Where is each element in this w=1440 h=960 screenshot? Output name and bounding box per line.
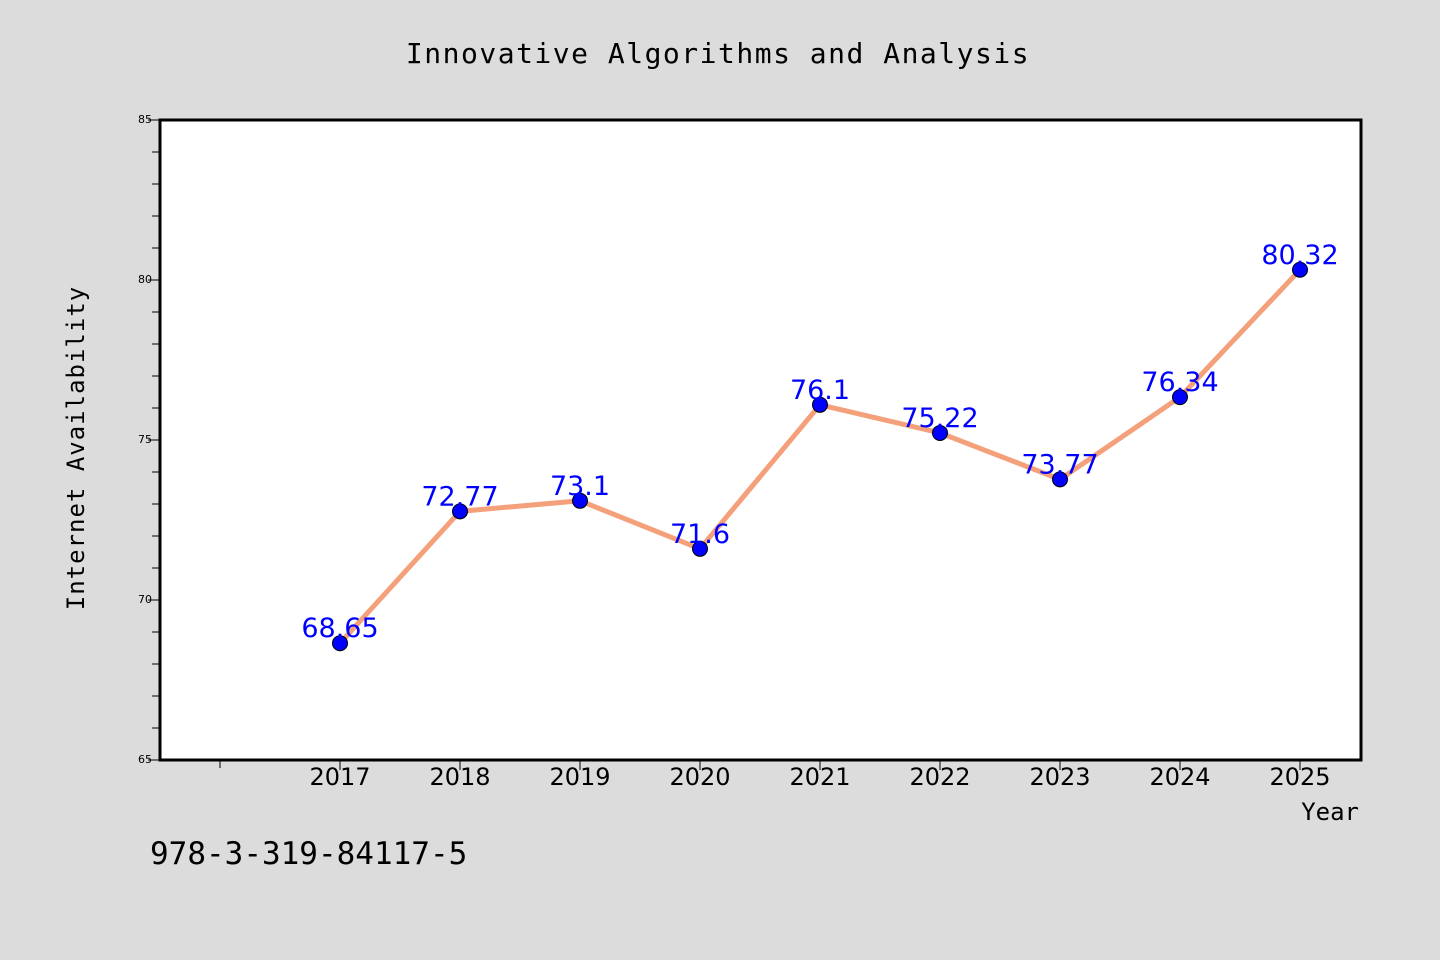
x-axis-label: Year bbox=[1301, 798, 1359, 826]
x-tick-label: 2025 bbox=[1269, 763, 1330, 791]
plot-area bbox=[158, 118, 1363, 762]
x-tick-label: 2020 bbox=[669, 763, 730, 791]
data-point-marker bbox=[332, 635, 348, 652]
data-value-label: 76.1 bbox=[790, 375, 850, 406]
data-value-label: 71.6 bbox=[670, 519, 730, 550]
isbn-annotation: 978-3-319-84117-5 bbox=[150, 836, 467, 872]
data-point-marker bbox=[1292, 261, 1308, 278]
data-value-label: 73.1 bbox=[550, 471, 610, 502]
x-tick-label: 2022 bbox=[909, 763, 970, 791]
y-axis-label: Internet Availability bbox=[62, 286, 90, 610]
data-value-label: 68.65 bbox=[301, 613, 378, 644]
y-tick-label: 80 bbox=[138, 273, 152, 286]
x-tick-label: 2019 bbox=[549, 763, 610, 791]
data-value-label: 80.32 bbox=[1261, 240, 1338, 271]
x-tick-label: 2024 bbox=[1149, 763, 1210, 791]
data-value-label: 75.22 bbox=[901, 403, 978, 434]
data-point-marker bbox=[452, 503, 468, 520]
y-tick-label: 85 bbox=[138, 113, 152, 126]
data-point-marker bbox=[932, 424, 948, 441]
data-point-marker bbox=[1052, 471, 1068, 488]
y-tick-label: 65 bbox=[138, 753, 152, 766]
chart-title: Innovative Algorithms and Analysis bbox=[406, 37, 1030, 70]
y-tick-label: 75 bbox=[138, 433, 152, 446]
axis-ticks: 65 70 75 80 85 2017 2018 2019 2020 2021 2022 2023 20… bbox=[138, 113, 1331, 791]
data-value-label: 76.34 bbox=[1141, 367, 1218, 398]
data-value-label: 73.77 bbox=[1021, 449, 1098, 480]
data-labels: 68.65 72.77 73.1 71.6 76.1 75.22 73.77 76.34 80.… bbox=[301, 240, 1338, 644]
y-tick-label: 70 bbox=[138, 593, 152, 606]
data-point-marker bbox=[572, 492, 588, 509]
x-tick-label: 2017 bbox=[309, 763, 370, 791]
data-point-marker bbox=[812, 396, 828, 413]
data-value-label: 72.77 bbox=[421, 481, 498, 512]
data-point-marker bbox=[692, 540, 708, 557]
x-tick-label: 2021 bbox=[789, 763, 850, 791]
x-tick-label: 2018 bbox=[429, 763, 490, 791]
data-point-marker bbox=[1172, 389, 1188, 406]
series-line-group bbox=[332, 261, 1308, 652]
x-tick-label: 2023 bbox=[1029, 763, 1090, 791]
